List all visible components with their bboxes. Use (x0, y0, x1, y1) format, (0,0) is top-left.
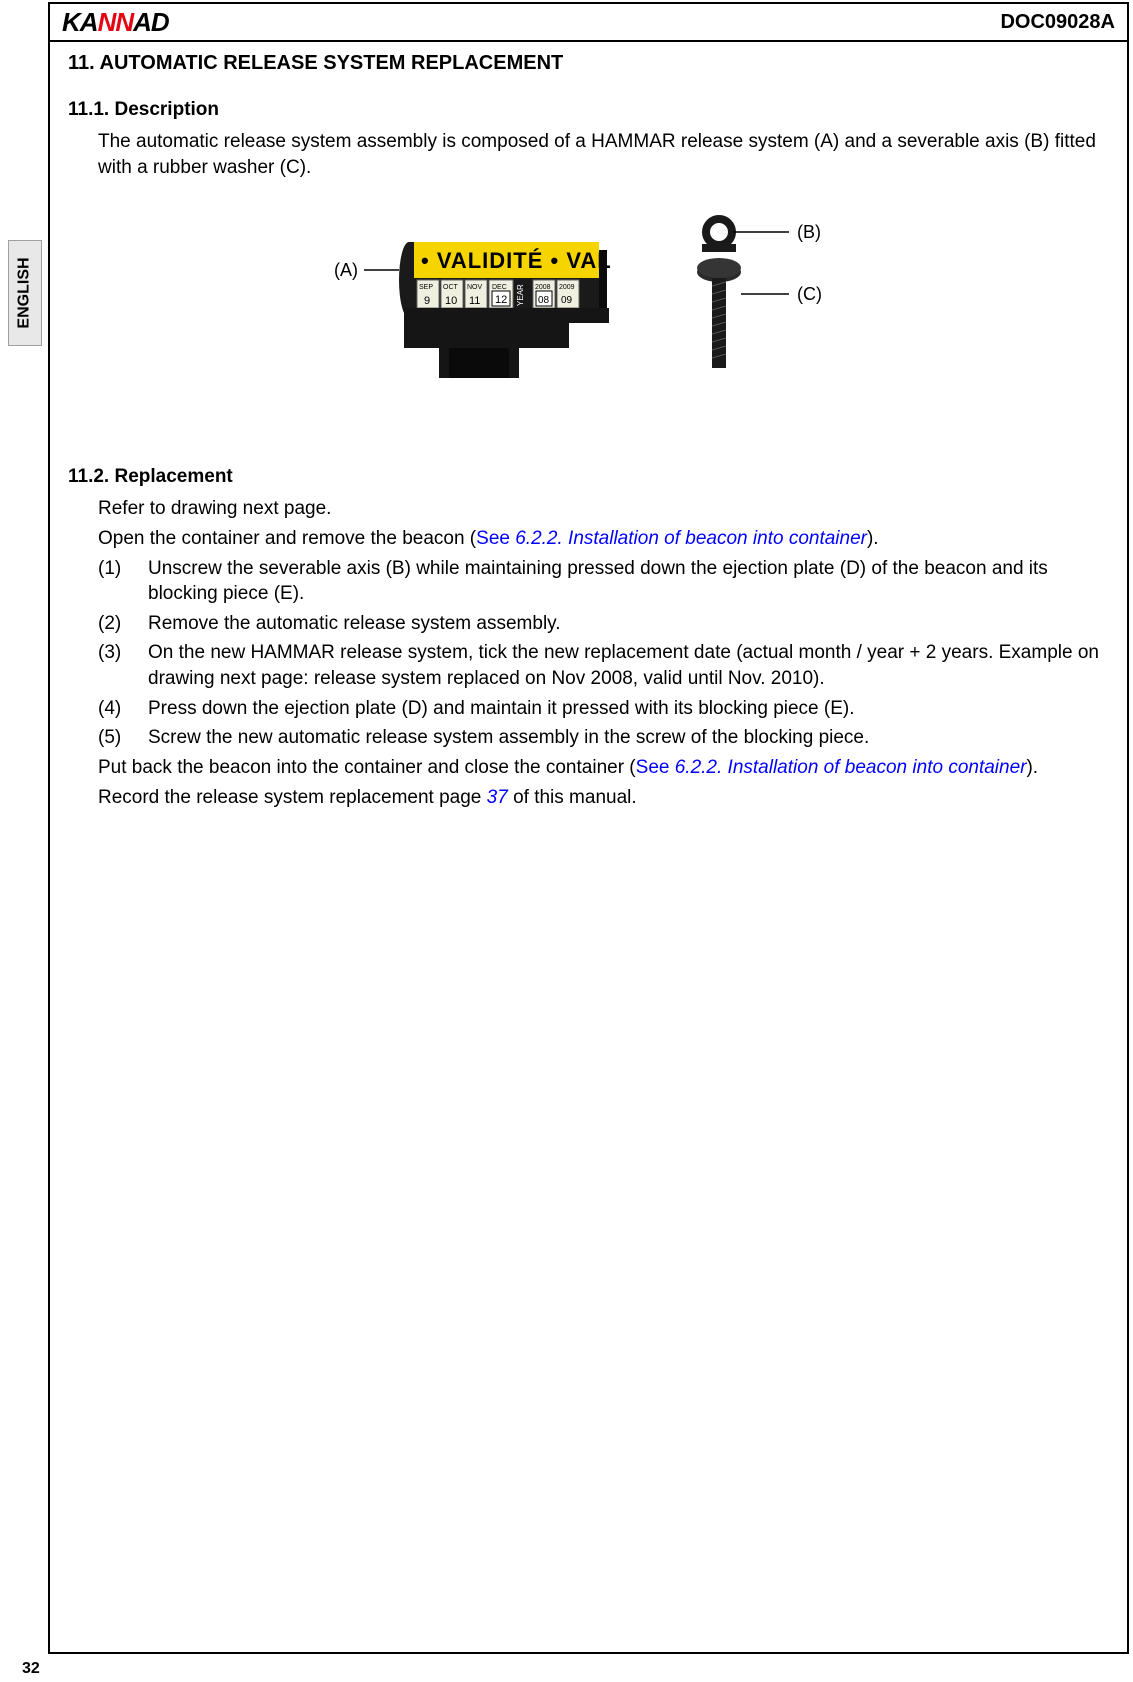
svg-text:9: 9 (424, 295, 430, 307)
svg-text:YEAR: YEAR (516, 284, 525, 306)
description-text: The automatic release system assembly is… (98, 129, 1109, 180)
step-5: (5) Screw the new automatic release syst… (98, 725, 1109, 751)
language-label: ENGLISH (16, 257, 34, 328)
step-2: (2) Remove the automatic release system … (98, 611, 1109, 637)
svg-text:OCT: OCT (443, 284, 459, 291)
svg-text:NOV: NOV (467, 284, 483, 291)
page-header: KANNAD DOC09028A (50, 4, 1127, 42)
page-number: 32 (22, 1660, 40, 1678)
svg-text:2009: 2009 (559, 284, 575, 291)
language-tab: ENGLISH (8, 240, 42, 346)
svg-text:• VALIDITÉ • VAL: • VALIDITÉ • VAL (421, 248, 612, 273)
severable-axis (697, 219, 741, 368)
subsection-title-2: 11.2. Replacement (68, 466, 1109, 488)
record-text: Record the release system replacement pa… (98, 785, 1109, 811)
step-1: (1) Unscrew the severable axis (B) while… (98, 556, 1109, 607)
link-installation-2[interactable]: See 6.2.2. Installation of beacon into c… (636, 757, 1027, 778)
hammar-cylinder: • VALIDITÉ • VAL SEP 9 OCT 10 NOV 11 (399, 242, 612, 378)
kannad-logo: KANNAD (62, 7, 169, 38)
subsection-description: 11.1. Description The automatic release … (68, 99, 1109, 180)
subsection-replacement: 11.2. Replacement Refer to drawing next … (68, 466, 1109, 810)
figure-label-c: (C) (797, 284, 822, 304)
svg-text:08: 08 (538, 295, 550, 306)
svg-text:11: 11 (469, 295, 480, 307)
link-installation-1[interactable]: See 6.2.2. Installation of beacon into c… (476, 528, 867, 549)
refer-drawing: Refer to drawing next page. (98, 496, 1109, 522)
step-3: (3) On the new HAMMAR release system, ti… (98, 640, 1109, 691)
svg-text:2008: 2008 (535, 284, 551, 291)
link-page-37[interactable]: 37 (487, 787, 508, 808)
figure-release-system: (A) • VALIDITÉ • VAL SEP (309, 198, 869, 436)
page-frame: KANNAD DOC09028A 11. AUTOMATIC RELEASE S… (48, 2, 1129, 1654)
figure-svg: (A) • VALIDITÉ • VAL SEP (309, 198, 869, 436)
svg-text:DEC: DEC (492, 284, 507, 291)
figure-label-a: (A) (334, 260, 358, 280)
svg-text:SEP: SEP (419, 284, 433, 291)
subsection-title: 11.1. Description (68, 99, 1109, 121)
svg-text:09: 09 (561, 295, 573, 306)
svg-text:10: 10 (445, 295, 457, 307)
step-4: (4) Press down the ejection plate (D) an… (98, 696, 1109, 722)
svg-text:12: 12 (495, 294, 507, 306)
section-title: 11. AUTOMATIC RELEASE SYSTEM REPLACEMENT (68, 52, 1109, 75)
put-back-text: Put back the beacon into the container a… (98, 755, 1109, 781)
open-container-text: Open the container and remove the beacon… (98, 526, 1109, 552)
figure-label-b: (B) (797, 222, 821, 242)
page-content: 11. AUTOMATIC RELEASE SYSTEM REPLACEMENT… (50, 42, 1127, 842)
document-id: DOC09028A (1000, 11, 1115, 34)
